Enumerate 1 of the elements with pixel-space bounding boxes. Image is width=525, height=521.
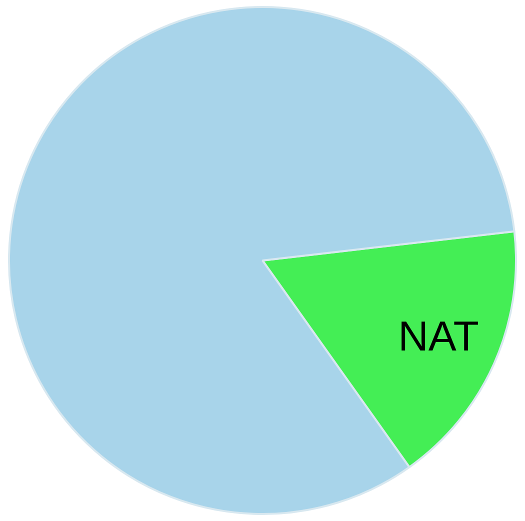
slice-label: NAT <box>398 312 479 360</box>
